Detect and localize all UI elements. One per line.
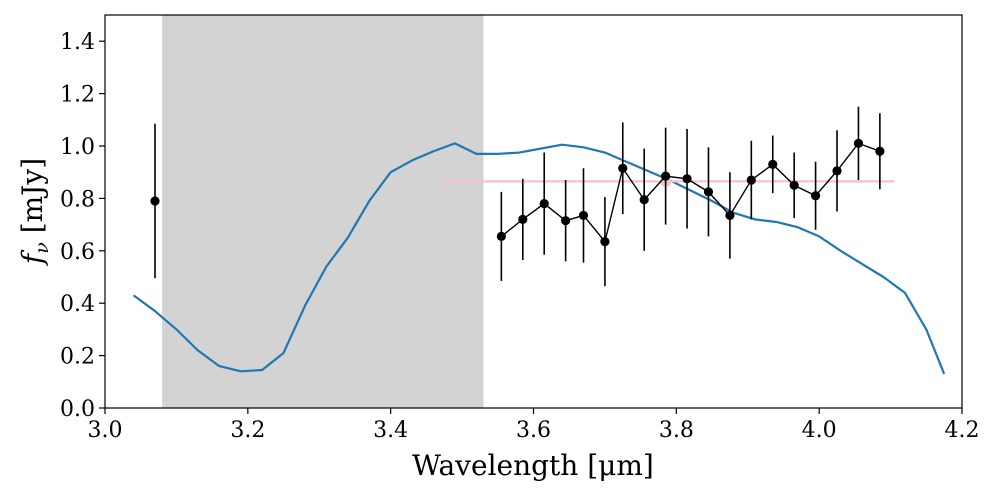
y-axis-label: fν [mJy] <box>16 158 53 266</box>
data-point <box>518 214 528 224</box>
data-point <box>496 231 506 241</box>
y-tick-label: 1.0 <box>60 135 95 160</box>
x-tick-label: 3.0 <box>88 418 123 443</box>
y-tick-label: 0.0 <box>60 397 95 422</box>
y-tick-label: 0.4 <box>60 292 95 317</box>
data-point <box>768 159 778 169</box>
data-point <box>639 195 649 205</box>
x-tick-label: 3.6 <box>516 418 551 443</box>
y-tick-label: 0.2 <box>60 345 95 370</box>
data-point <box>561 216 571 226</box>
data-point <box>600 237 610 247</box>
data-point <box>810 191 821 201</box>
data-point <box>682 174 692 184</box>
data-point <box>618 163 628 173</box>
data-point <box>789 180 799 190</box>
data-point <box>725 210 735 221</box>
shaded-region <box>162 15 484 408</box>
x-tick-label: 4.2 <box>945 418 980 443</box>
y-tick-label: 0.6 <box>60 240 95 265</box>
y-tick-label: 1.4 <box>60 30 95 55</box>
data-point <box>661 171 671 181</box>
x-axis-ticks: 3.0 3.2 3.4 3.6 3.8 4.0 4.2 <box>88 408 980 443</box>
data-points-layer <box>150 106 885 287</box>
model-curve-layer <box>132 142 946 375</box>
data-point <box>832 166 842 176</box>
x-tick-label: 3.4 <box>373 418 408 443</box>
data-point <box>539 199 549 209</box>
x-tick-label: 3.8 <box>659 418 694 443</box>
data-point <box>875 146 885 156</box>
x-axis-label: Wavelength [μm] <box>412 449 654 482</box>
data-point <box>853 138 864 148</box>
isolated-data-point <box>150 196 160 206</box>
x-tick-label: 4.0 <box>802 418 837 443</box>
data-point <box>746 175 756 185</box>
model-curve-line <box>132 142 946 375</box>
y-axis-ticks: 0.0 0.2 0.4 0.6 0.8 1.0 1.2 1.4 <box>60 30 105 422</box>
x-tick-label: 3.2 <box>230 418 265 443</box>
y-tick-label: 0.8 <box>60 187 95 212</box>
shaded-region-layer <box>162 15 484 408</box>
data-point <box>578 210 589 221</box>
data-point <box>703 187 714 197</box>
y-tick-label: 1.2 <box>60 83 95 108</box>
